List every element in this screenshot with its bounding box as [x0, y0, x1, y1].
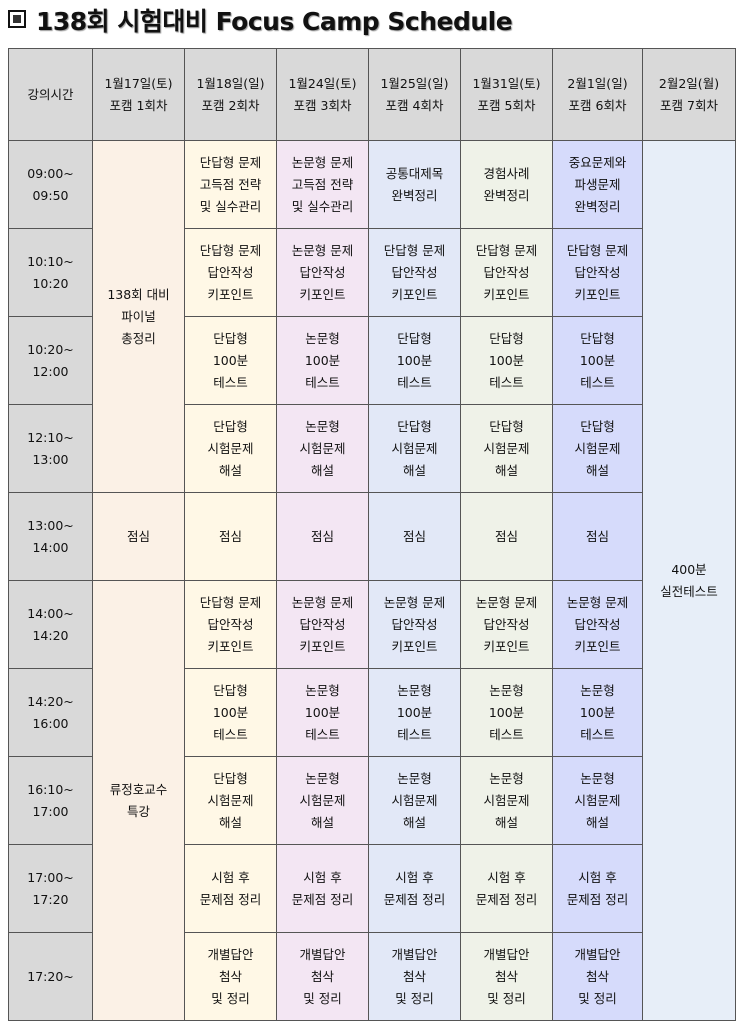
table-row: 12:10~ 13:00 단답형 시험문제 해설 논문형 시험문제 해설 단답형 시험…: [8, 404, 736, 493]
table-row: 09:00~ 09:50 138회 대비 파이널 총정리 단답형 문제 고득점 전략…: [8, 140, 736, 1021]
schedule-table: 강의시간 1월17일(토) 포캠 1회차 1월18일(일) 포캠 2회차 1월24일(…: [8, 48, 736, 1021]
session-cell: 138회 대비 파이널 총정리: [92, 140, 185, 493]
session-cell: 단답형 시험문제 해설: [368, 404, 461, 493]
session-cell: 단답형 100분 테스트: [460, 316, 553, 405]
session-cell: 단답형 시험문제 해설: [552, 404, 643, 493]
session-cell: 단답형 100분 테스트: [184, 668, 277, 757]
session-cell: 개별답안 첨삭 및 정리: [552, 932, 643, 1021]
column-header: 1월18일(일) 포캠 2회차: [184, 48, 277, 141]
time-cell: 10:10~ 10:20: [8, 228, 93, 317]
session-cell: 논문형 문제 답안작성 키포인트: [552, 580, 643, 669]
session-cell: 논문형 시험문제 해설: [552, 756, 643, 845]
session-cell: 논문형 문제 답안작성 키포인트: [276, 580, 369, 669]
session-cell: 논문형 100분 테스트: [552, 668, 643, 757]
column-header: 1월31일(토) 포캠 5회차: [460, 48, 553, 141]
time-cell: 14:20~ 16:00: [8, 668, 93, 757]
session-cell: 류정호교수 특강: [92, 580, 185, 1021]
session-cell: 논문형 시험문제 해설: [368, 756, 461, 845]
session-cell: 단답형 100분 테스트: [368, 316, 461, 405]
session-cell: 공통대제목 완벽정리: [368, 140, 461, 229]
time-cell: 16:10~ 17:00: [8, 756, 93, 845]
table-row: 17:00~ 17:20 시험 후 문제점 정리 시험 후 문제점 정리 시험 후 문…: [8, 844, 736, 933]
column-header: 1월24일(토) 포캠 3회차: [276, 48, 369, 141]
session-cell: 점심: [184, 492, 277, 581]
session-cell: 개별답안 첨삭 및 정리: [368, 932, 461, 1021]
session-cell: 단답형 100분 테스트: [184, 316, 277, 405]
session-cell: 단답형 100분 테스트: [552, 316, 643, 405]
session-cell: 단답형 문제 답안작성 키포인트: [368, 228, 461, 317]
table-row: 13:00~ 14:00 점심 점심 점심 점심 점심 점심: [8, 492, 736, 581]
time-cell: 13:00~ 14:00: [8, 492, 93, 581]
session-cell: 단답형 문제 답안작성 키포인트: [460, 228, 553, 317]
session-cell: 개별답안 첨삭 및 정리: [460, 932, 553, 1021]
table-row: 14:00~ 14:20 류정호교수 특강 단답형 문제 답안작성 키포인트 논문형 …: [8, 580, 736, 1021]
column-header: 1월25일(일) 포캠 4회차: [368, 48, 461, 141]
session-cell: 논문형 문제 답안작성 키포인트: [276, 228, 369, 317]
session-cell: 단답형 시험문제 해설: [460, 404, 553, 493]
session-cell: 점심: [92, 492, 185, 581]
session-cell: 단답형 시험문제 해설: [184, 404, 277, 493]
time-cell: 10:20~ 12:00: [8, 316, 93, 405]
session-cell: 단답형 문제 고득점 전략 및 실수관리: [184, 140, 277, 229]
session-cell: 논문형 100분 테스트: [276, 668, 369, 757]
time-cell: 17:20~: [8, 932, 93, 1021]
session-cell: 단답형 문제 답안작성 키포인트: [552, 228, 643, 317]
time-cell: 12:10~ 13:00: [8, 404, 93, 493]
table-row: 16:10~ 17:00 단답형 시험문제 해설 논문형 시험문제 해설 논문형 시험…: [8, 756, 736, 845]
time-header: 강의시간: [8, 48, 93, 141]
session-cell: 논문형 시험문제 해설: [276, 756, 369, 845]
session-cell: 논문형 100분 테스트: [460, 668, 553, 757]
session-cell: 점심: [368, 492, 461, 581]
session-cell: 단답형 문제 답안작성 키포인트: [184, 580, 277, 669]
session-cell: 점심: [276, 492, 369, 581]
column-header: 2월1일(일) 포캠 6회차: [552, 48, 643, 141]
session-cell: 시험 후 문제점 정리: [460, 844, 553, 933]
session-cell: 논문형 100분 테스트: [276, 316, 369, 405]
time-cell: 09:00~ 09:50: [8, 140, 93, 229]
session-cell: 시험 후 문제점 정리: [368, 844, 461, 933]
session-cell: 400분 실전테스트: [642, 140, 736, 1021]
table-row: 10:20~ 12:00 단답형 100분 테스트 논문형 100분 테스트 단답형 …: [8, 316, 736, 405]
session-cell: 단답형 시험문제 해설: [184, 756, 277, 845]
session-cell: 점심: [460, 492, 553, 581]
session-cell: 논문형 문제 고득점 전략 및 실수관리: [276, 140, 369, 229]
page-title: 138회 시험대비 Focus Camp Schedule: [8, 2, 513, 38]
session-cell: 논문형 문제 답안작성 키포인트: [460, 580, 553, 669]
column-header: 2월2일(월) 포캠 7회차: [642, 48, 736, 141]
session-cell: 논문형 문제 답안작성 키포인트: [368, 580, 461, 669]
session-cell: 시험 후 문제점 정리: [552, 844, 643, 933]
session-cell: 중요문제와 파생문제 완벽정리: [552, 140, 643, 229]
session-cell: 시험 후 문제점 정리: [276, 844, 369, 933]
session-cell: 점심: [552, 492, 643, 581]
table-row: 14:20~ 16:00 단답형 100분 테스트 논문형 100분 테스트 논문형 …: [8, 668, 736, 757]
table-row: 17:20~ 개별답안 첨삭 및 정리 개별답안 첨삭 및 정리 개별답안 첨삭 및 …: [8, 932, 736, 1021]
session-cell: 시험 후 문제점 정리: [184, 844, 277, 933]
table-row: 10:10~ 10:20 단답형 문제 답안작성 키포인트 논문형 문제 답안작성 …: [8, 228, 736, 317]
square-bullet-icon: [8, 10, 26, 28]
session-cell: 논문형 시험문제 해설: [460, 756, 553, 845]
time-cell: 14:00~ 14:20: [8, 580, 93, 669]
session-cell: 개별답안 첨삭 및 정리: [276, 932, 369, 1021]
session-cell: 경험사례 완벽정리: [460, 140, 553, 229]
session-cell: 개별답안 첨삭 및 정리: [184, 932, 277, 1021]
session-cell: 논문형 100분 테스트: [368, 668, 461, 757]
title-text: 138회 시험대비 Focus Camp Schedule: [36, 7, 513, 36]
time-cell: 17:00~ 17:20: [8, 844, 93, 933]
session-cell: 단답형 문제 답안작성 키포인트: [184, 228, 277, 317]
session-cell: 논문형 시험문제 해설: [276, 404, 369, 493]
column-header: 1월17일(토) 포캠 1회차: [92, 48, 185, 141]
